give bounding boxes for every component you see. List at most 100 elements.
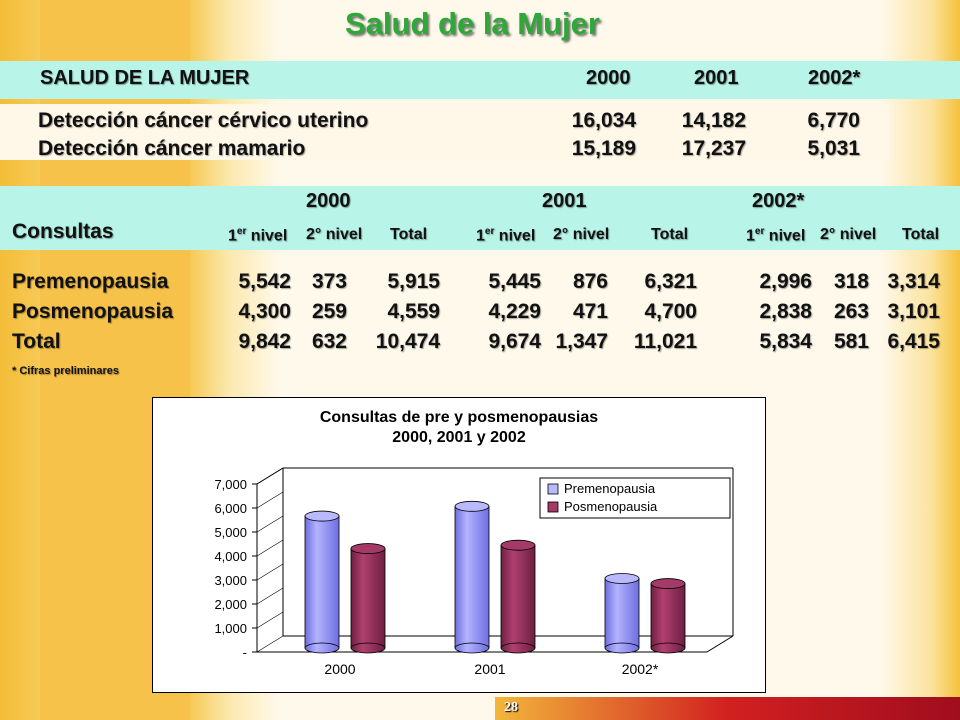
consult-cell: 632 (311, 330, 347, 353)
bar-cap (650, 578, 686, 589)
subheader-second-level: 2° nivel (306, 226, 363, 243)
consult-cell: 876 (572, 270, 608, 293)
y-tick-label: 5,000 (214, 525, 247, 540)
bar-base (454, 642, 490, 654)
consult-cell: 5,915 (387, 270, 440, 293)
y-tick-label: - (243, 645, 247, 660)
subheader-first-level: 1er nivel (476, 226, 536, 245)
footnote: * Cifras preliminares (12, 365, 119, 377)
consult-label: Consultas (12, 220, 114, 243)
subheader-total: Total (651, 226, 689, 243)
row-mamario-label: Detección cáncer mamario (38, 137, 306, 160)
grid-diagonal (256, 539, 284, 557)
legend-label: Posmenopausia (564, 499, 658, 514)
x-tick-label: 2002* (622, 661, 659, 677)
consult-cell: 3,101 (887, 300, 940, 323)
subheader-first-level: 1er nivel (228, 226, 288, 245)
consult-cell: 259 (311, 300, 347, 323)
bar-base (350, 642, 386, 654)
consult-cell: 5,834 (759, 330, 812, 353)
consult-cell: 373 (311, 270, 347, 293)
grid-diagonal (256, 467, 284, 485)
bar-cap (350, 543, 386, 554)
bar-base (500, 642, 536, 654)
consult-cell: 4,229 (488, 300, 541, 323)
consult-cell: 2,996 (759, 270, 812, 293)
consult-cell: 9,674 (488, 330, 541, 353)
consult-cell: 10,474 (375, 330, 440, 353)
y-tick-label: 6,000 (214, 501, 247, 516)
consult-row-label: Premenopausia (12, 270, 169, 293)
legend-swatch (547, 483, 559, 495)
row-cervico-2001: 14,182 (681, 109, 746, 132)
bar-cap (500, 539, 536, 551)
bar-cap (604, 573, 640, 584)
consult-cell: 1,347 (555, 330, 608, 353)
legend-label: Premenopausia (564, 481, 656, 496)
y-tick-label: 2,000 (214, 597, 247, 612)
y-tick-label: 1,000 (214, 621, 247, 636)
consult-cell: 3,314 (887, 270, 940, 293)
y-tick-label: 3,000 (214, 573, 247, 588)
consult-year-2002: 2002* (752, 190, 805, 212)
grid-diagonal (256, 515, 284, 533)
subheader-second-level: 2° nivel (820, 226, 877, 243)
row-mamario-2002: 5,031 (807, 137, 860, 160)
x-tick-label: 2000 (324, 661, 355, 677)
subheader-total: Total (902, 226, 940, 243)
consult-year-2001: 2001 (542, 190, 587, 212)
bar-premenopausia-2002* (604, 578, 640, 649)
consult-cell: 318 (833, 270, 869, 293)
top-table-header: SALUD DE LA MUJER (40, 67, 250, 89)
row-cervico-label: Detección cáncer cérvico uterino (38, 109, 369, 132)
page-title: Salud de la Mujer (345, 6, 600, 41)
consult-year-2000: 2000 (306, 190, 351, 212)
subheader-first-level: 1er nivel (746, 226, 806, 245)
consult-cell: 2,838 (759, 300, 812, 323)
consult-cell: 4,300 (238, 300, 291, 323)
x-tick-label: 2001 (474, 661, 505, 677)
bar-posmenopausia-2000 (350, 548, 386, 649)
grid-diagonal (256, 563, 284, 581)
grid-diagonal (256, 491, 284, 509)
row-cervico-2002: 6,770 (807, 109, 860, 132)
bar-posmenopausia-2002* (650, 583, 686, 649)
bar-posmenopausia-2001 (500, 544, 536, 649)
consult-cell: 6,415 (887, 330, 940, 353)
consult-cell: 4,559 (387, 300, 440, 323)
consult-cell: 4,700 (644, 300, 697, 323)
consult-row-label: Posmenopausia (12, 300, 174, 323)
consult-cell: 9,842 (238, 330, 291, 353)
grid-diagonal (256, 611, 284, 629)
consult-cell: 581 (833, 330, 869, 353)
bar-cap (454, 500, 490, 512)
top-table-header-band (0, 61, 960, 99)
bar-base (604, 642, 640, 654)
y-tick-label: 7,000 (214, 477, 247, 492)
bar-premenopausia-2001 (454, 505, 490, 649)
chart-title: Consultas de pre y posmenopausias (320, 409, 598, 426)
page-number: 28 (504, 700, 518, 715)
bar-base (304, 642, 340, 654)
grid-diagonal (256, 587, 284, 605)
consult-cell: 11,021 (633, 330, 697, 353)
bar-premenopausia-2000 (304, 515, 340, 649)
consult-cell: 6,321 (644, 270, 697, 293)
chart-title: 2000, 2001 y 2002 (392, 429, 526, 446)
consult-table-header-band (0, 186, 960, 250)
consult-row-label: Total (12, 330, 61, 353)
y-tick-label: 4,000 (214, 549, 247, 564)
consult-cell: 263 (833, 300, 869, 323)
legend-swatch (547, 501, 559, 513)
top-year-2001: 2001 (694, 67, 739, 89)
grid-diagonal (256, 635, 284, 653)
footer-bar (495, 697, 960, 720)
top-year-2002: 2002* (808, 67, 861, 89)
subheader-total: Total (390, 226, 428, 243)
floor-right (706, 635, 734, 653)
row-mamario-2000: 15,189 (571, 137, 636, 160)
bar-chart: Consultas de pre y posmenopausias 2000, 2… (214, 409, 734, 677)
consult-cell: 471 (572, 300, 608, 323)
top-year-2000: 2000 (586, 67, 631, 89)
consult-cell: 5,542 (238, 270, 291, 293)
